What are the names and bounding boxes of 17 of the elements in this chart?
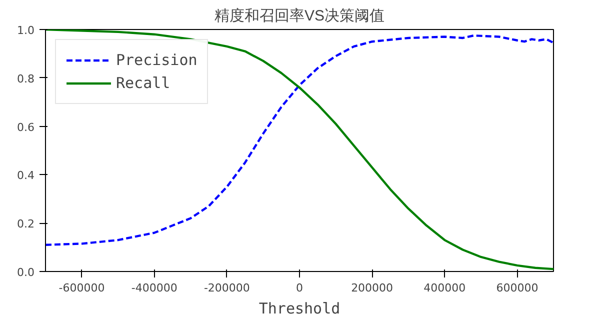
- x-tick-label: -600000: [58, 282, 105, 294]
- y-tick-label: 0.0: [17, 266, 35, 279]
- y-tick-label: 0.8: [17, 72, 35, 86]
- y-tick-label: 0.2: [17, 218, 35, 231]
- y-tick-label: 0.6: [17, 120, 35, 134]
- legend-label: Precision: [116, 51, 198, 69]
- x-tick-label: -200000: [204, 282, 250, 294]
- y-tick-label: 0.4: [17, 169, 35, 182]
- x-tick-label: 400000: [424, 282, 466, 294]
- x-tick-label: -400000: [131, 282, 178, 294]
- chart-title: 精度和召回率VS决策阈值: [214, 8, 385, 24]
- x-tick-label: 600000: [496, 282, 538, 294]
- legend-label: Recall: [116, 74, 170, 92]
- x-tick-label: 0: [296, 282, 303, 294]
- x-axis-title: Threshold: [258, 300, 340, 318]
- x-tick-label: 200000: [351, 282, 394, 294]
- y-tick-label: 1.0: [17, 24, 35, 37]
